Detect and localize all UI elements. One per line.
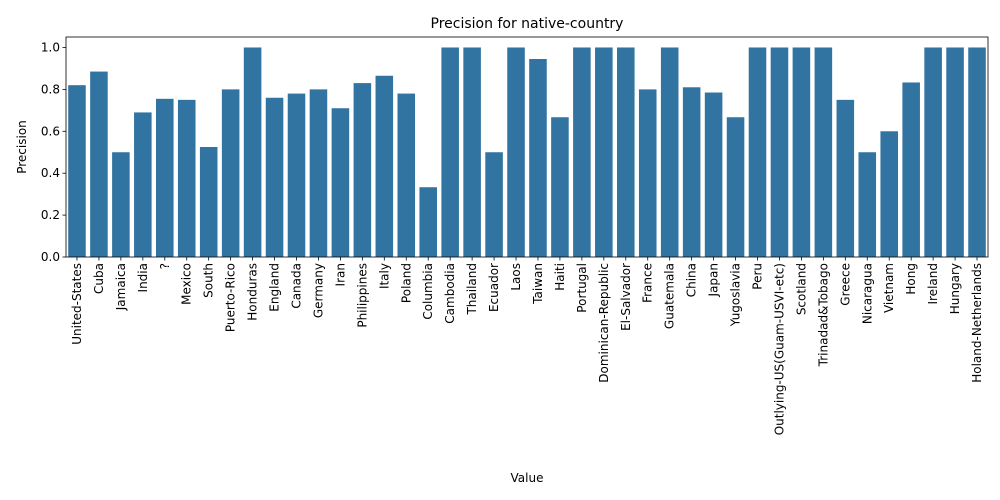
y-tick-label: 1.0 — [41, 40, 60, 54]
bar-15 — [397, 93, 416, 257]
x-tick-label: Yugoslavia — [729, 263, 743, 327]
bar-38 — [902, 82, 920, 257]
x-tick-label: Poland — [399, 263, 413, 303]
x-tick-label: Cuba — [92, 263, 106, 294]
bar-39 — [924, 47, 942, 257]
x-tick-label: ? — [158, 263, 172, 269]
bar-5 — [177, 99, 196, 257]
bar-24 — [595, 47, 613, 257]
bar-1 — [90, 71, 108, 257]
x-tick-label: China — [685, 263, 699, 297]
x-tick-label: Iran — [333, 263, 347, 286]
bar-29 — [704, 92, 723, 258]
y-axis: 0.0 0.2 0.4 0.6 0.8 1.0 — [41, 40, 66, 264]
x-tick-label: Hungary — [948, 263, 962, 314]
x-tick-label: Germany — [311, 263, 325, 318]
x-tick-label: France — [641, 263, 655, 303]
x-tick-label: Italy — [377, 263, 391, 289]
y-axis-label: Precision — [15, 120, 29, 174]
bar-28 — [682, 87, 701, 258]
bar-40 — [946, 47, 964, 257]
bar-37 — [880, 131, 898, 257]
x-tick-label: Ireland — [926, 263, 940, 305]
x-tick-label: Columbia — [421, 263, 435, 320]
x-tick-label: Haiti — [553, 263, 567, 291]
bar-26 — [638, 89, 657, 257]
bar-22 — [551, 117, 569, 257]
x-axis: United-States Cuba Jamaica India? Mexico Sout… — [70, 257, 984, 435]
y-tick-label: 0.8 — [41, 82, 60, 96]
bar-30 — [726, 117, 745, 257]
y-tick-label: 0.0 — [41, 250, 60, 264]
x-tick-label: Puerto-Rico — [224, 263, 238, 332]
y-tick-label: 0.4 — [41, 166, 60, 180]
x-tick-label: El-Salvador — [619, 263, 633, 331]
x-tick-label: Ecuador — [487, 263, 501, 312]
x-tick-label: Philippines — [355, 263, 369, 328]
x-tick-label: Nicaragua — [860, 263, 874, 324]
x-tick-label: Laos — [509, 263, 523, 291]
x-tick-label: Greece — [838, 263, 852, 306]
bar-21 — [529, 59, 547, 257]
x-tick-label: Holand-Netherlands — [970, 263, 984, 383]
x-tick-label: Peru — [751, 263, 765, 290]
x-tick-label: Dominican-Republic — [597, 263, 611, 383]
x-tick-label: Outlying-US(Guam-USVI-etc) — [772, 263, 786, 435]
bar-31 — [748, 47, 767, 257]
bar-23 — [573, 47, 591, 257]
x-tick-label: Jamaica — [114, 263, 128, 311]
bar-10 — [287, 93, 306, 257]
bar-20 — [507, 47, 525, 257]
bar-11 — [309, 89, 328, 257]
x-tick-label: South — [202, 263, 216, 298]
x-tick-label: Cambodia — [443, 263, 457, 324]
x-tick-label: Canada — [290, 263, 304, 309]
x-tick-label: India — [136, 263, 150, 292]
bar-25 — [617, 47, 635, 257]
x-axis-label: Value — [511, 471, 544, 485]
chart-title: Precision for native-country — [431, 16, 624, 32]
plot-frame — [65, 36, 989, 258]
bar-33 — [792, 47, 811, 257]
y-tick-label: 0.2 — [41, 208, 60, 222]
bar-9 — [265, 97, 284, 257]
x-tick-label: England — [268, 263, 282, 312]
y-tick-label: 0.6 — [41, 124, 60, 138]
bar-0 — [68, 85, 86, 257]
bar-16 — [419, 187, 437, 257]
x-tick-label: Guatemala — [663, 263, 677, 329]
x-tick-label: Japan — [707, 263, 721, 297]
bar-3 — [134, 112, 152, 257]
bar-17 — [441, 47, 459, 257]
x-tick-label: Hong — [904, 263, 918, 295]
x-tick-label: Mexico — [180, 263, 194, 305]
x-tick-label: Thailand — [465, 263, 479, 316]
x-tick-label: Trinadad&Tobago — [816, 263, 830, 367]
x-tick-label: Portugal — [575, 263, 589, 313]
bar-27 — [660, 47, 679, 257]
x-tick-label: United-States — [70, 263, 84, 345]
bar-34 — [814, 47, 833, 257]
bar-19 — [485, 152, 503, 257]
bar-7 — [221, 89, 240, 257]
x-tick-label: Scotland — [794, 263, 808, 315]
bar-36 — [858, 152, 877, 257]
bar-12 — [331, 108, 350, 257]
bar-13 — [353, 83, 372, 257]
bars-layer — [68, 47, 986, 258]
bar-14 — [375, 75, 394, 257]
bar-4 — [156, 98, 174, 257]
bar-35 — [836, 99, 855, 257]
bar-6 — [199, 147, 218, 257]
x-tick-label: Honduras — [246, 263, 260, 321]
bar-18 — [463, 47, 481, 257]
bar-8 — [243, 47, 262, 257]
bar-32 — [770, 47, 789, 257]
x-tick-label: Taiwan — [531, 263, 545, 305]
x-tick-label: Vietnam — [882, 263, 896, 313]
bar-41 — [968, 47, 986, 257]
bar-2 — [112, 152, 130, 257]
